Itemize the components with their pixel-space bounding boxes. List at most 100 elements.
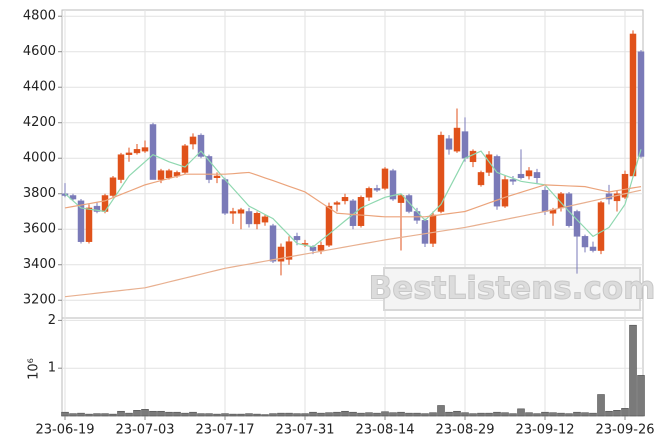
volume-bar [629,324,637,417]
volume-bar [189,411,197,417]
volume-bar [581,412,589,417]
candle-body [213,175,221,179]
x-tick-label: 23-09-26 [595,423,654,438]
volume-bar [101,413,109,417]
watermark: BestListens.com [368,267,656,311]
volume-bar [493,411,501,417]
volume-bar [229,413,237,417]
volume-bar [469,413,477,417]
y-tick-label: 4200 [23,115,56,130]
candle-body [77,200,85,242]
volume-bar [453,410,461,417]
volume-bar [557,412,565,417]
volume-bar [237,413,245,417]
volume-bar [613,410,621,417]
volume-bar [213,413,221,417]
candle-body [517,173,525,179]
volume-bar [317,412,325,417]
candle-body [221,179,229,214]
volume-bar [349,411,357,417]
volume-bar [517,408,525,417]
candle-body [501,179,509,207]
candle-body [141,147,149,152]
volume-bar [69,413,77,417]
candle-body [573,211,581,237]
candle-body [437,134,445,212]
volume-bar [261,414,269,417]
moving-average [64,189,642,298]
candle-body [109,177,117,196]
candle-body [325,205,333,246]
volume-bar [77,412,85,417]
candle-body [261,216,269,223]
x-tick-label: 23-08-14 [355,423,414,438]
y-tick-label: 4000 [23,151,56,166]
candle-body [357,197,365,226]
watermark-box [383,267,641,311]
volume-bar [117,410,125,417]
y-tick-label: 3600 [23,222,56,237]
volume-bar [509,413,517,417]
volume-bar [245,413,253,417]
candle-body [133,149,141,154]
y-tick-label: 3400 [23,257,56,272]
volume-bar [333,411,341,417]
y-tick-label: 1 [48,361,56,376]
volume-bar [405,412,413,417]
volume-bar [461,412,469,417]
volume-bar [381,411,389,417]
volume-bar [133,410,141,417]
volume-bar [173,411,181,417]
y-tick-label: 3800 [23,186,56,201]
candle-body [469,150,477,163]
x-tick-label: 23-07-17 [195,423,254,438]
volume-bar [325,412,333,417]
candle-body [373,188,381,191]
candle-body [461,131,469,159]
volume-bar [285,412,293,417]
volume-bar [573,411,581,417]
volume-bar [637,375,645,417]
volume-bar [165,411,173,417]
candle-body [317,244,325,251]
volume-bar [533,413,541,417]
volume-bar [365,412,373,417]
candle-body [597,202,605,251]
volume-bar [301,413,309,417]
x-tick-label: 23-07-31 [275,423,334,438]
candle-body [189,136,197,145]
volume-bar [269,413,277,417]
volume-bar [341,410,349,417]
volume-bar [541,411,549,417]
volume-bar [597,394,605,417]
moving-average [64,171,642,218]
volume-bar [181,412,189,417]
x-tick-label: 23-06-19 [35,423,94,438]
volume-bar [437,405,445,417]
volume-bar [277,412,285,417]
candle-body [69,195,77,200]
volume-bar [421,413,429,417]
candle-body [333,202,341,205]
candle-body [381,168,389,189]
volume-bar [389,412,397,417]
candle-body [493,156,501,207]
volume-bar [549,412,557,417]
volume-bar [605,410,613,417]
candle-body [629,33,637,177]
candle-body [165,170,173,179]
candle-body [197,134,205,157]
volume-bar [109,413,117,417]
y-tick-label: 3200 [23,293,56,308]
x-tick-label: 23-08-29 [435,423,494,438]
volume-bar [125,412,133,417]
volume-bar [589,412,597,417]
candle-body [245,211,253,225]
watermark-text: BestListens.com [369,271,656,307]
candle-body [277,246,285,262]
candle-body [621,173,629,198]
candle-body [237,209,245,214]
volume-bar [309,411,317,417]
volume-bar [205,413,213,417]
y-tick-label: 4400 [23,80,56,95]
